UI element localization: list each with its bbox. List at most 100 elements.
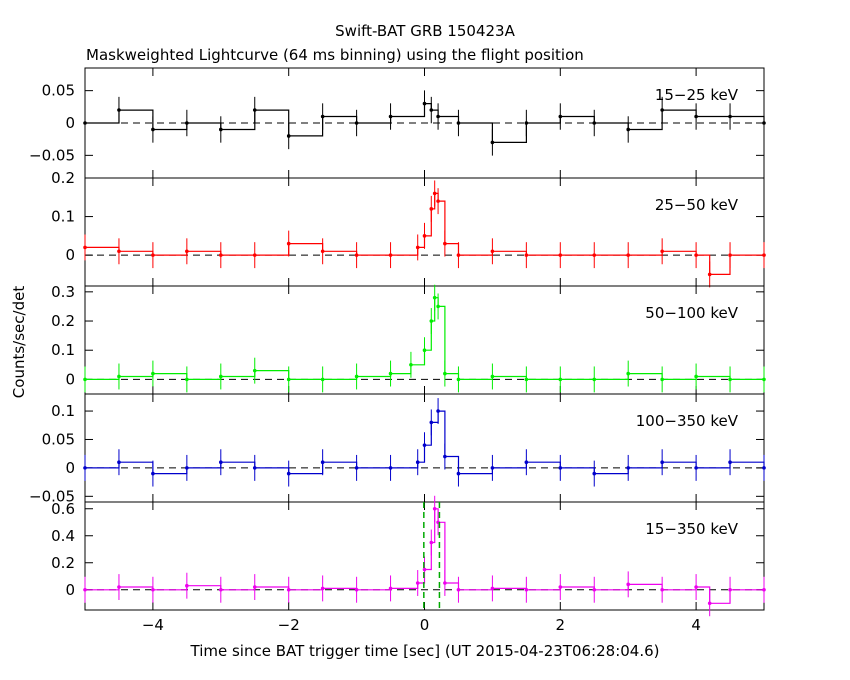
y-axis-label: Counts/sec/det [10, 286, 28, 399]
data-point [524, 253, 529, 257]
data-point [436, 304, 440, 309]
band-label: 15−25 keV [655, 86, 739, 104]
y-tick-label: 0.05 [42, 82, 75, 100]
data-point [286, 377, 291, 382]
data-point [694, 114, 698, 119]
band-label: 100−350 keV [636, 412, 739, 430]
data-point [388, 114, 393, 119]
y-tick-label: 0.1 [51, 208, 75, 226]
y-tick-label: 0.2 [51, 554, 75, 572]
data-point [422, 101, 427, 106]
data-point [432, 191, 437, 196]
y-tick-label: 0 [65, 246, 75, 264]
data-point [83, 245, 87, 250]
data-point [354, 253, 359, 257]
data-point [388, 371, 393, 376]
data-point [320, 249, 325, 254]
data-point [429, 319, 434, 323]
data-point [185, 249, 189, 254]
data-point [286, 134, 291, 138]
data-point [320, 114, 325, 119]
data-point [219, 587, 223, 592]
data-point [117, 249, 121, 254]
panel-100-350-kev: −0.05 0 0.05 0.1 100−350 keV [29, 393, 766, 505]
data-point [762, 121, 766, 125]
y-tick-label: 0.2 [51, 312, 75, 330]
data-point [117, 585, 121, 589]
data-point [728, 587, 732, 592]
data-point [694, 466, 698, 470]
y-tick-label: 0 [65, 370, 75, 388]
data-point [626, 253, 630, 257]
data-point [185, 121, 189, 125]
data-point [456, 471, 461, 476]
data-point [592, 471, 597, 476]
data-point [558, 114, 563, 119]
data-point [660, 460, 664, 465]
data-point [762, 377, 766, 382]
data-point [388, 466, 393, 470]
data-point [117, 108, 121, 112]
data-point [219, 460, 223, 465]
data-point [83, 466, 87, 470]
data-point [415, 245, 420, 250]
data-point [252, 253, 257, 257]
y-tick-label: 0.2 [51, 169, 75, 187]
data-point [151, 127, 155, 132]
data-point [219, 253, 223, 257]
data-point [252, 466, 257, 470]
data-point [524, 377, 529, 382]
data-point [660, 377, 664, 382]
data-point [252, 108, 257, 112]
data-point [626, 582, 630, 587]
data-point [354, 121, 359, 125]
data-point [626, 127, 630, 132]
y-tick-label: 0.1 [51, 341, 75, 359]
data-point [436, 409, 440, 413]
data-point [436, 199, 440, 203]
data-point [422, 348, 427, 353]
data-point [694, 253, 698, 257]
data-point [592, 253, 597, 257]
y-tick-label: 0.6 [51, 500, 75, 518]
data-point [592, 121, 597, 125]
x-tick-label: 4 [691, 616, 701, 634]
panel-50-100-kev: 0 0.1 0.2 0.3 50−100 keV [51, 283, 766, 395]
data-point [558, 377, 563, 382]
panel-stack: −0.05 0 0.05 15−25 keV 0 0.1 0.2 25−50 keV 0 0.1 0… [29, 67, 766, 634]
data-point [558, 253, 563, 257]
x-axis-label: Time since BAT trigger time [sec] (UT 20… [190, 642, 660, 660]
data-point [432, 295, 437, 300]
chart-subtitle: Maskweighted Lightcurve (64 ms binning) … [86, 46, 584, 64]
data-point [422, 567, 427, 572]
data-point [320, 460, 325, 465]
data-point [320, 586, 325, 591]
data-point [432, 506, 437, 511]
panel-15-25-kev: −0.05 0 0.05 15−25 keV [29, 67, 766, 179]
y-tick-label: 0 [65, 459, 75, 477]
panel-15-350-kev: −4 −2 0 2 4 0 0.2 0.4 0.6 15−350 keV [51, 495, 766, 634]
x-tick-label: −4 [142, 616, 164, 634]
data-point [762, 587, 766, 592]
data-point [456, 587, 461, 592]
band-label: 25−50 keV [655, 196, 739, 214]
y-tick-label: −0.05 [29, 487, 75, 505]
data-point [83, 587, 87, 592]
data-point [443, 371, 447, 376]
data-point [286, 241, 291, 246]
y-tick-label: −0.05 [29, 146, 75, 164]
data-point [728, 253, 732, 257]
y-tick-label: 0.05 [42, 430, 75, 448]
y-tick-label: 0.3 [51, 283, 75, 301]
data-point [151, 471, 155, 476]
chart-title: Swift-BAT GRB 150423A [335, 22, 515, 40]
data-point [626, 466, 630, 470]
data-point [443, 581, 447, 585]
data-point [151, 371, 155, 376]
y-tick-label: 0 [65, 114, 75, 132]
data-point [429, 207, 434, 211]
data-point [490, 249, 495, 254]
data-point [436, 114, 440, 119]
data-point [524, 121, 529, 125]
